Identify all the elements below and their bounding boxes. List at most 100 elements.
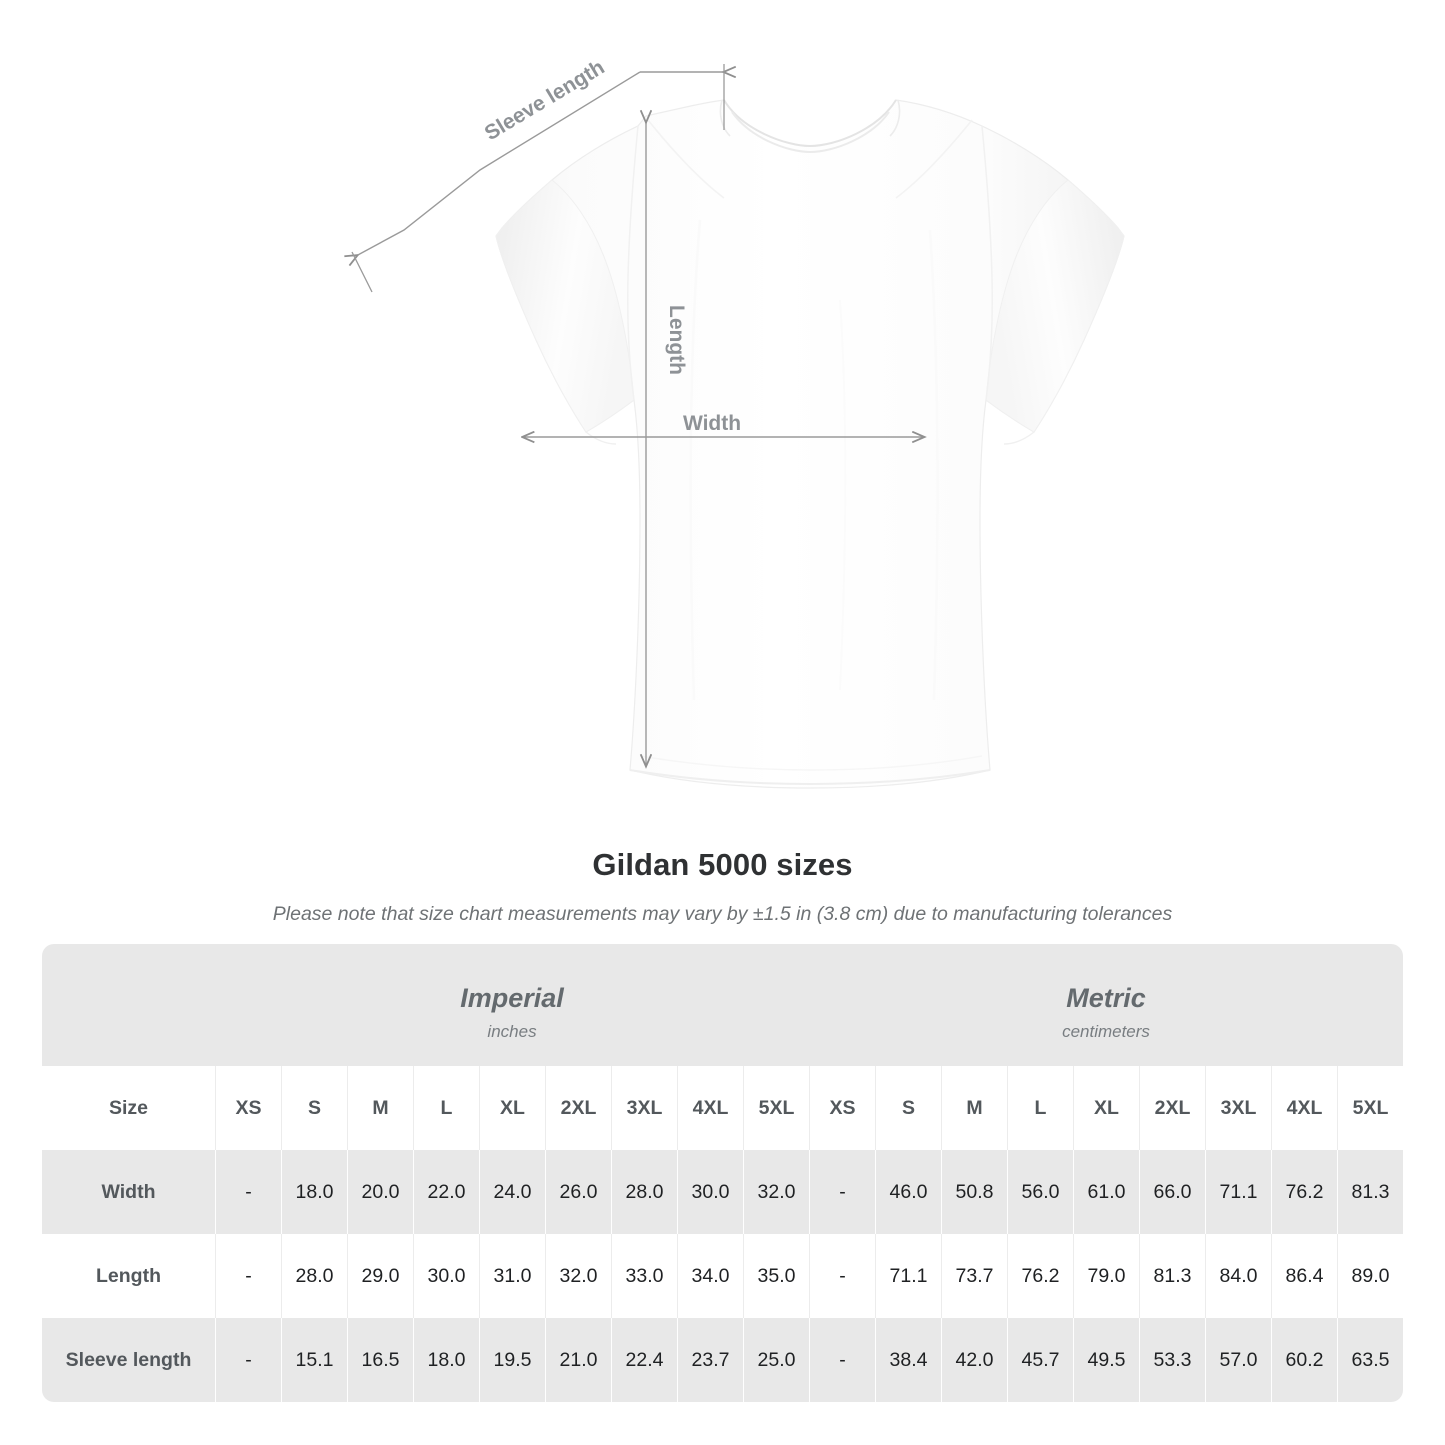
size-column-header: 5XL (743, 1066, 809, 1150)
measurement-value: 28.0 (611, 1150, 677, 1234)
measurement-value: - (809, 1150, 875, 1234)
measurement-value: 15.1 (281, 1318, 347, 1402)
measurement-value: 42.0 (941, 1318, 1007, 1402)
size-column-header: S (875, 1066, 941, 1150)
measurement-label: Length (96, 1264, 161, 1287)
measurement-value: 22.4 (611, 1318, 677, 1402)
measurement-value: 71.1 (1205, 1150, 1271, 1234)
table-row: Length -28.0 29.0 30.0 31.0 32.0 33.0 34.0 35.0-… (42, 1234, 1403, 1318)
measurement-value: 32.0 (743, 1150, 809, 1234)
measurement-value: 26.0 (545, 1150, 611, 1234)
measurement-value: 45.7 (1007, 1318, 1073, 1402)
measurement-value: 23.7 (677, 1318, 743, 1402)
size-column-header: 3XL (1205, 1066, 1271, 1150)
measurement-value: 35.0 (743, 1234, 809, 1318)
unit-section-unit: centimeters (1062, 1022, 1150, 1041)
measurement-value: 31.0 (479, 1234, 545, 1318)
measurement-value: 34.0 (677, 1234, 743, 1318)
measurement-value: 79.0 (1073, 1234, 1139, 1318)
measurement-value: 19.5 (479, 1318, 545, 1402)
size-column-header: S (281, 1066, 347, 1150)
measurement-value: 24.0 (479, 1150, 545, 1234)
measurement-value: 33.0 (611, 1234, 677, 1318)
size-column-header: 2XL (545, 1066, 611, 1150)
measurement-value: 76.2 (1271, 1150, 1337, 1234)
table-header-row: Size XS S M L XL 2XL 3XL 4XL 5XL XS S M L XL 2XL 3XL 4XL… (42, 1066, 1403, 1150)
tolerance-note: Please note that size chart measurements… (272, 903, 1173, 925)
measurement-value: - (215, 1234, 281, 1318)
unit-section-metric: Metric centimeters (809, 944, 1403, 1066)
unit-section-imperial: Imperial inches (215, 944, 809, 1066)
table-row: Width -18.0 20.0 22.0 24.0 26.0 28.0 30.0 32.0-4… (42, 1150, 1403, 1234)
measurement-value: 30.0 (413, 1234, 479, 1318)
measurement-value: 89.0 (1337, 1234, 1403, 1318)
size-column-header: 4XL (677, 1066, 743, 1150)
measurement-value: 29.0 (347, 1234, 413, 1318)
size-column-header: XS (215, 1066, 281, 1150)
measurement-value: 61.0 (1073, 1150, 1139, 1234)
measurement-value: 21.0 (545, 1318, 611, 1402)
band-spacer (42, 944, 215, 1066)
table-body: Width -18.0 20.0 22.0 24.0 26.0 28.0 30.0 32.0-4… (42, 1150, 1403, 1402)
measurement-value: 81.3 (1139, 1234, 1205, 1318)
measurement-value: 25.0 (743, 1318, 809, 1402)
size-column-header: 2XL (1139, 1066, 1205, 1150)
measurement-value: 86.4 (1271, 1234, 1337, 1318)
table-row: Sleeve length -15.1 16.5 18.0 19.5 21.0 22.4 23… (42, 1318, 1403, 1402)
chart-heading: Gildan 5000 sizes Please note that size … (0, 845, 1445, 927)
measurement-value: 18.0 (281, 1150, 347, 1234)
measurement-value: 50.8 (941, 1150, 1007, 1234)
measurement-value: - (809, 1318, 875, 1402)
tshirt-garment (495, 99, 1125, 789)
unit-section-unit: inches (487, 1022, 537, 1041)
size-column-header: M (941, 1066, 1007, 1150)
measurement-label: Sleeve length (65, 1348, 192, 1371)
size-column-header: L (413, 1066, 479, 1150)
measurement-value: 30.0 (677, 1150, 743, 1234)
unit-system-band: Imperial inches Metric centimeters (42, 944, 1403, 1066)
size-column-header: M (347, 1066, 413, 1150)
measurement-value: 81.3 (1337, 1150, 1403, 1234)
measurement-value: 46.0 (875, 1150, 941, 1234)
measurement-value: 28.0 (281, 1234, 347, 1318)
measurement-value: 22.0 (413, 1150, 479, 1234)
size-column-header: XL (1073, 1066, 1139, 1150)
unit-section-name: Imperial (460, 983, 564, 1013)
width-label: Width (683, 412, 741, 435)
length-label: Length (665, 305, 688, 375)
size-table: Imperial inches Metric centimeters Size … (42, 944, 1403, 1402)
measurement-value: 63.5 (1337, 1318, 1403, 1402)
sleeve-length-dimension (352, 64, 724, 293)
measurement-value: 71.1 (875, 1234, 941, 1318)
size-column-header: XS (809, 1066, 875, 1150)
measurement-value: - (215, 1150, 281, 1234)
page-title: Gildan 5000 sizes (592, 847, 853, 882)
unit-section-name: Metric (1066, 983, 1146, 1013)
size-column-header: L (1007, 1066, 1073, 1150)
measurement-value: 16.5 (347, 1318, 413, 1402)
measurement-value: 20.0 (347, 1150, 413, 1234)
size-column-header: XL (479, 1066, 545, 1150)
measurement-value: - (215, 1318, 281, 1402)
measurement-value: 18.0 (413, 1318, 479, 1402)
measurement-value: 76.2 (1007, 1234, 1073, 1318)
measurement-value: 66.0 (1139, 1150, 1205, 1234)
size-header-label: Size (108, 1096, 149, 1119)
measurement-value: 84.0 (1205, 1234, 1271, 1318)
size-column-header: 5XL (1337, 1066, 1403, 1150)
tshirt-measurement-diagram: Sleeve length Length Width (0, 56, 1125, 789)
measurement-value: 73.7 (941, 1234, 1007, 1318)
measurement-value: 38.4 (875, 1318, 941, 1402)
size-column-header: 3XL (611, 1066, 677, 1150)
measurement-value: 56.0 (1007, 1150, 1073, 1234)
measurement-label: Width (101, 1180, 156, 1203)
measurement-value: 53.3 (1139, 1318, 1205, 1402)
measurement-value: 57.0 (1205, 1318, 1271, 1402)
size-column-header: 4XL (1271, 1066, 1337, 1150)
measurement-value: 49.5 (1073, 1318, 1139, 1402)
measurement-value: 32.0 (545, 1234, 611, 1318)
measurement-value: 60.2 (1271, 1318, 1337, 1402)
measurement-value: - (809, 1234, 875, 1318)
sleeve-length-label: Sleeve length (481, 56, 609, 145)
